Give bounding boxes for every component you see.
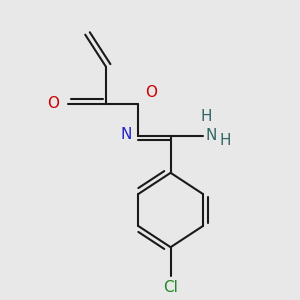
Text: H: H <box>219 134 231 148</box>
Text: O: O <box>146 85 158 100</box>
Text: Cl: Cl <box>163 280 178 296</box>
Text: O: O <box>47 96 59 111</box>
Text: N: N <box>206 128 217 143</box>
Text: N: N <box>121 127 132 142</box>
Text: H: H <box>200 109 212 124</box>
